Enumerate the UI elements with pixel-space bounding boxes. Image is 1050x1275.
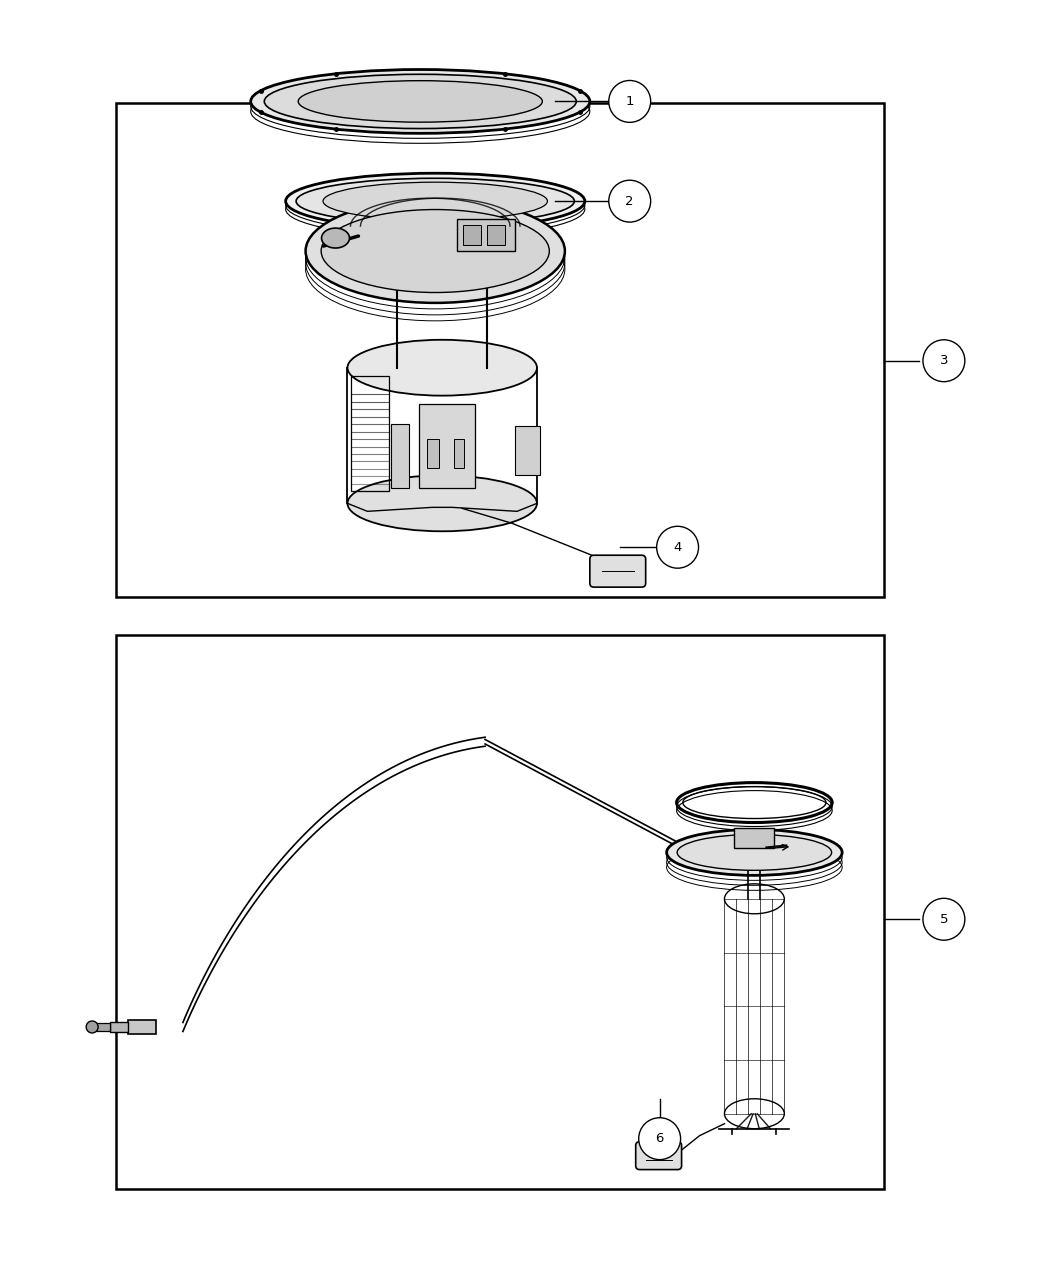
Ellipse shape [667, 830, 842, 876]
Ellipse shape [321, 209, 549, 292]
Bar [392, 423, 410, 488]
Bar [734, 829, 774, 848]
Circle shape [656, 527, 698, 569]
Circle shape [923, 340, 965, 381]
Text: 6: 6 [655, 1132, 664, 1145]
Text: 1: 1 [626, 94, 634, 108]
Bar [117, 635, 884, 1188]
Bar [463, 226, 481, 245]
Bar [419, 404, 476, 488]
Ellipse shape [348, 476, 537, 532]
FancyBboxPatch shape [590, 555, 646, 586]
Circle shape [609, 180, 651, 222]
Circle shape [638, 1118, 680, 1160]
Bar [427, 439, 439, 468]
Ellipse shape [321, 228, 350, 249]
Bar [455, 439, 464, 468]
Bar [457, 219, 516, 251]
Ellipse shape [286, 173, 585, 230]
FancyBboxPatch shape [635, 1141, 681, 1169]
Bar [110, 1023, 128, 1031]
Bar [352, 376, 390, 491]
Bar [487, 226, 505, 245]
Bar [117, 103, 884, 597]
Bar [128, 1020, 156, 1034]
Text: 4: 4 [673, 541, 681, 553]
Text: 2: 2 [626, 195, 634, 208]
Ellipse shape [298, 80, 543, 122]
Circle shape [923, 899, 965, 940]
Bar [516, 426, 540, 476]
Ellipse shape [306, 199, 565, 303]
Text: 3: 3 [940, 354, 948, 367]
Ellipse shape [265, 74, 576, 129]
Ellipse shape [86, 1021, 98, 1033]
Ellipse shape [251, 70, 590, 134]
Ellipse shape [323, 182, 547, 221]
Text: 5: 5 [940, 913, 948, 926]
Ellipse shape [348, 340, 537, 395]
Circle shape [609, 80, 651, 122]
Ellipse shape [296, 179, 574, 224]
Bar [97, 1023, 110, 1031]
Ellipse shape [677, 835, 832, 871]
